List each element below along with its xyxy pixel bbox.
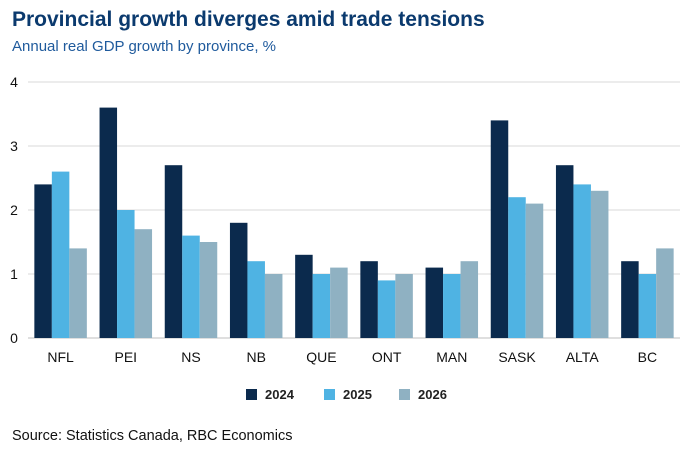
bar-ont-2026 bbox=[395, 274, 413, 338]
bar-ont-2024 bbox=[360, 261, 378, 338]
bar-ns-2026 bbox=[199, 242, 218, 338]
y-tick-label: 4 bbox=[10, 74, 18, 90]
x-tick-label: MAN bbox=[436, 349, 467, 365]
bar-alta-2024 bbox=[555, 165, 574, 338]
x-tick-label: ALTA bbox=[566, 349, 600, 365]
bar-que-2024 bbox=[295, 254, 313, 338]
bar-que-2025 bbox=[312, 274, 331, 338]
bar-man-2025 bbox=[443, 274, 461, 338]
legend-swatch-2025 bbox=[324, 389, 335, 400]
bar-bc-2026 bbox=[656, 248, 674, 338]
x-tick-label: BC bbox=[638, 349, 657, 365]
bar-ns-2024 bbox=[164, 165, 183, 338]
legend: 2024 2025 2026 bbox=[246, 387, 447, 402]
bar-nb-2024 bbox=[229, 222, 248, 338]
bar-sask-2024 bbox=[490, 120, 509, 339]
bar-chart: 0 1 2 3 4 NFL PEI NS NB QUE ONT MAN SASK ALTA BC 2024… bbox=[10, 74, 680, 402]
bars bbox=[34, 107, 674, 339]
legend-swatch-2026 bbox=[399, 389, 410, 400]
bar-man-2024 bbox=[425, 267, 444, 338]
bar-alta-2026 bbox=[590, 190, 609, 338]
bar-ns-2025 bbox=[182, 235, 200, 338]
bar-sask-2026 bbox=[525, 203, 544, 338]
bar-sask-2025 bbox=[508, 197, 526, 338]
bar-pei-2025 bbox=[117, 210, 135, 338]
legend-label-2025: 2025 bbox=[343, 387, 372, 402]
legend-label-2024: 2024 bbox=[265, 387, 295, 402]
x-tick-label: SASK bbox=[498, 349, 536, 365]
bar-nfl-2026 bbox=[69, 248, 87, 338]
legend-swatch-2024 bbox=[246, 389, 257, 400]
bar-pei-2024 bbox=[99, 107, 118, 338]
y-tick-label: 3 bbox=[10, 138, 18, 154]
bar-nb-2026 bbox=[264, 274, 283, 338]
chart-subtitle: Annual real GDP growth by province, % bbox=[12, 38, 277, 55]
x-tick-label: NFL bbox=[47, 349, 74, 365]
bar-bc-2025 bbox=[638, 274, 657, 338]
y-tick-label: 2 bbox=[10, 202, 18, 218]
y-axis-ticks: 0 1 2 3 4 bbox=[10, 74, 18, 346]
bar-man-2026 bbox=[460, 261, 479, 338]
x-tick-label: ONT bbox=[372, 349, 402, 365]
x-tick-label: NB bbox=[246, 349, 265, 365]
x-tick-label: PEI bbox=[115, 349, 138, 365]
bar-alta-2025 bbox=[573, 184, 591, 338]
bar-nfl-2024 bbox=[34, 184, 52, 338]
y-tick-label: 1 bbox=[10, 266, 18, 282]
x-tick-label: QUE bbox=[306, 349, 336, 365]
bar-pei-2026 bbox=[134, 229, 153, 338]
x-tick-label: NS bbox=[181, 349, 200, 365]
bar-bc-2024 bbox=[621, 261, 639, 338]
source-note: Source: Statistics Canada, RBC Economics bbox=[12, 428, 293, 444]
legend-label-2026: 2026 bbox=[418, 387, 447, 402]
bar-ont-2025 bbox=[377, 280, 396, 338]
x-axis-ticks: NFL PEI NS NB QUE ONT MAN SASK ALTA BC bbox=[47, 349, 657, 365]
bar-que-2026 bbox=[330, 267, 348, 338]
y-tick-label: 0 bbox=[10, 330, 18, 346]
chart-title: Provincial growth diverges amid trade te… bbox=[12, 8, 485, 31]
bar-nb-2025 bbox=[247, 261, 265, 338]
bar-nfl-2025 bbox=[51, 171, 70, 338]
